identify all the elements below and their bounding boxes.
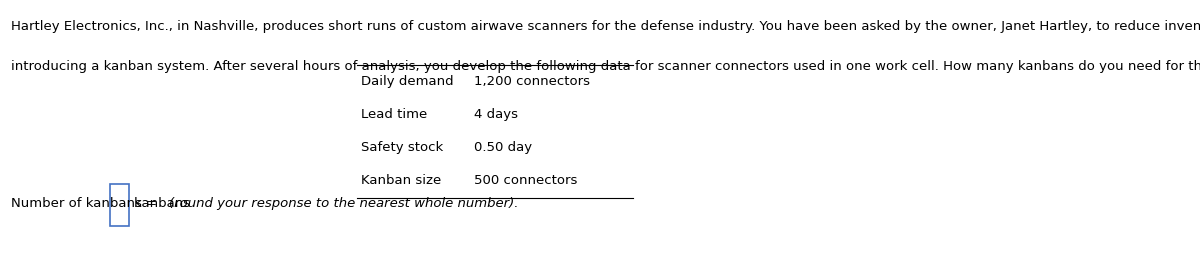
Text: Daily demand: Daily demand [361,75,454,88]
Text: Safety stock: Safety stock [361,142,443,154]
Text: 500 connectors: 500 connectors [474,174,577,187]
Text: (round your response to the nearest whole number).: (round your response to the nearest whol… [169,197,518,210]
Text: introducing a kanban system. After several hours of analysis, you develop the fo: introducing a kanban system. After sever… [12,60,1200,73]
Text: 1,200 connectors: 1,200 connectors [474,75,590,88]
Text: Number of kanbans =: Number of kanbans = [12,197,162,210]
Text: kanbans: kanbans [133,197,194,210]
FancyBboxPatch shape [110,184,128,226]
Text: Kanban size: Kanban size [361,174,442,187]
Text: 0.50 day: 0.50 day [474,142,532,154]
Text: Hartley Electronics, Inc., in Nashville, produces short runs of custom airwave s: Hartley Electronics, Inc., in Nashville,… [12,20,1200,33]
Text: 4 days: 4 days [474,108,518,121]
Text: Lead time: Lead time [361,108,427,121]
